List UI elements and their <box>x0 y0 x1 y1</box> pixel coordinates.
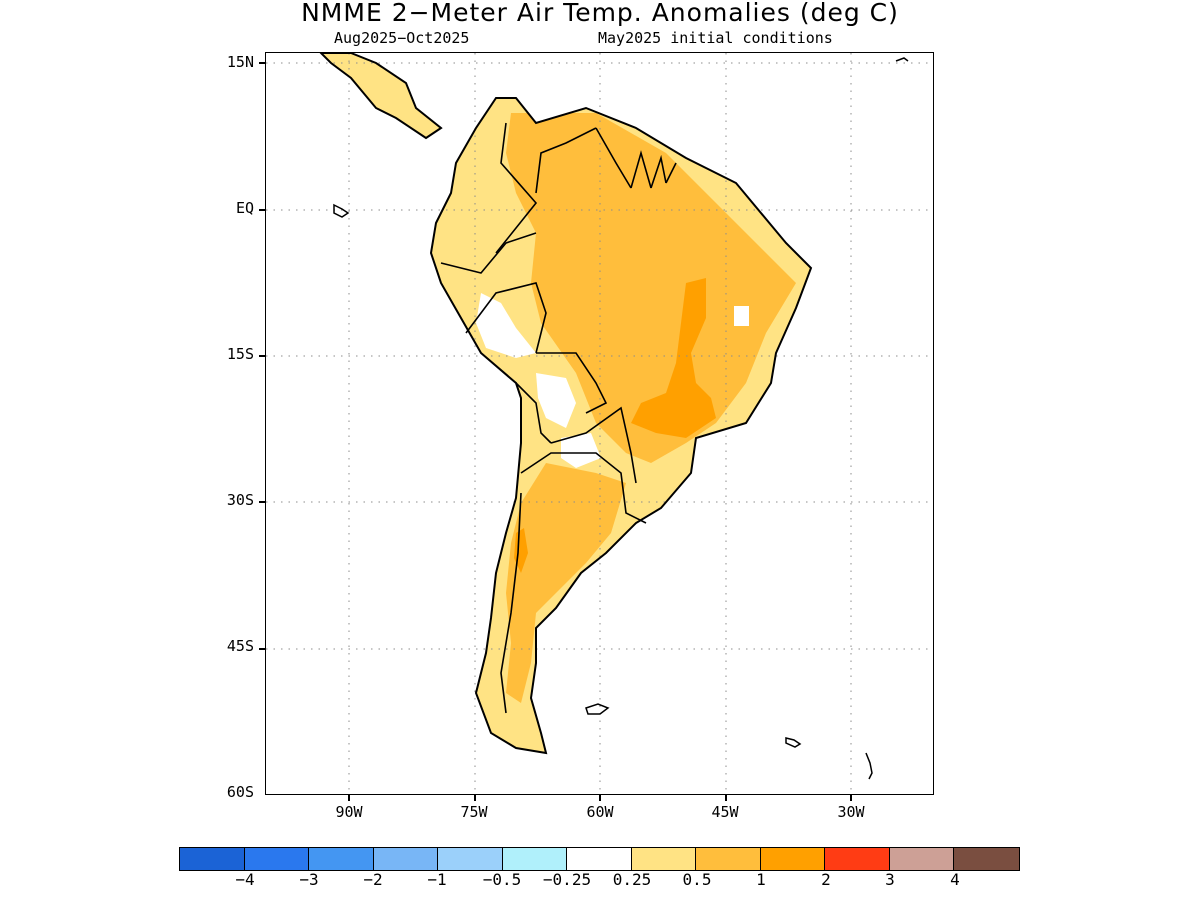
anomaly-region-argentina <box>506 463 626 703</box>
colorbar-label: −2 <box>363 870 383 889</box>
colorbar-label: −1 <box>427 870 447 889</box>
neutral-patch-peru <box>476 293 536 358</box>
lat-label-60s: 60S <box>226 783 254 801</box>
colorbar-swatch <box>631 848 696 870</box>
neutral-patch-paraguay <box>561 433 601 468</box>
lon-tick <box>599 795 601 801</box>
colorbar-swatch <box>825 848 890 870</box>
map-panel[interactable] <box>265 52 934 795</box>
colorbar-label: 0.5 <box>682 870 712 889</box>
forecast-period: Aug2025−Oct2025 <box>334 29 470 47</box>
neutral-patch-ne-brazil <box>734 306 749 326</box>
lat-label-45s: 45S <box>226 637 254 655</box>
colorbar-swatch <box>438 848 503 870</box>
lat-tick <box>259 209 265 211</box>
colorbar-swatch <box>567 848 632 870</box>
lon-label-45w: 45W <box>711 803 739 821</box>
neutral-patch-bolivia <box>536 373 576 428</box>
colorbar-label: 2 <box>821 870 831 889</box>
lat-label-30s: 30S <box>226 491 254 509</box>
lat-tick <box>259 501 265 503</box>
lat-label-15n: 15N <box>226 53 254 71</box>
lon-label-90w: 90W <box>335 803 363 821</box>
initial-conditions: May2025 initial conditions <box>598 29 833 47</box>
colorbar-swatch <box>954 848 1019 870</box>
lat-tick <box>259 355 265 357</box>
lat-label-eq: EQ <box>235 199 254 217</box>
colorbar-label: −4 <box>235 870 255 889</box>
colorbar-swatch <box>502 848 567 870</box>
lon-label-30w: 30W <box>837 803 865 821</box>
lat-label-15s: 15S <box>226 345 254 363</box>
lon-tick <box>850 795 852 801</box>
lon-label-60w: 60W <box>586 803 614 821</box>
colorbar-label: 3 <box>885 870 895 889</box>
colorbar-label: −3 <box>299 870 319 889</box>
colorbar-swatch <box>696 848 761 870</box>
south-america-map <box>266 53 933 794</box>
lon-tick <box>348 795 350 801</box>
colorbar-swatch <box>760 848 825 870</box>
colorbar <box>179 847 1020 871</box>
map-title: NMME 2−Meter Air Temp. Anomalies (deg C) <box>301 0 899 27</box>
colorbar-label: 0.25 <box>612 870 652 889</box>
lon-tick <box>725 795 727 801</box>
colorbar-label: −0.25 <box>542 870 592 889</box>
colorbar-label: 4 <box>950 870 960 889</box>
colorbar-swatch <box>309 848 374 870</box>
anomaly-region-central-brazil <box>631 278 716 438</box>
colorbar-swatch <box>244 848 309 870</box>
lon-tick <box>474 795 476 801</box>
colorbar-swatch <box>180 848 245 870</box>
colorbar-label: −0.5 <box>482 870 522 889</box>
colorbar-swatch <box>373 848 438 870</box>
anomaly-region-brazil <box>506 113 796 463</box>
colorbar-label: 1 <box>756 870 766 889</box>
islands <box>333 57 909 780</box>
country-borders <box>440 122 677 714</box>
neutral-patch-patagonia <box>541 668 556 703</box>
central-america-coastline <box>319 53 443 140</box>
lat-tick <box>259 62 265 64</box>
central-america-shading <box>321 53 441 138</box>
lat-tick <box>259 648 265 650</box>
colorbar-swatch <box>889 848 954 870</box>
lon-label-75w: 75W <box>460 803 488 821</box>
